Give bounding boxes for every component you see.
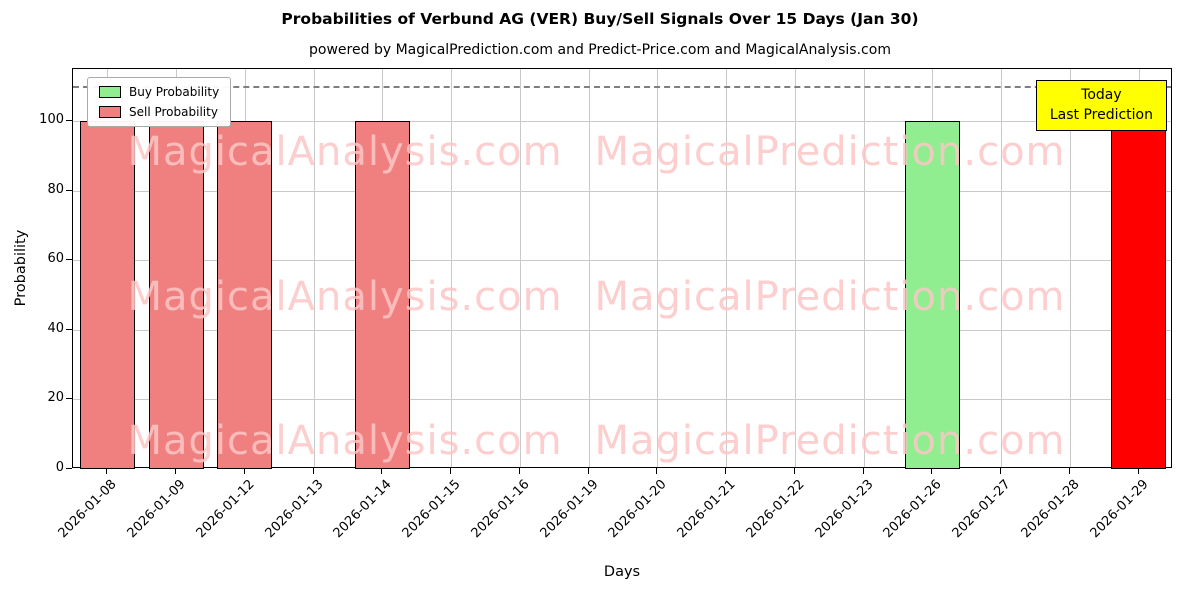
y-tick-label: 20: [47, 390, 64, 406]
bar-sell-probability: [79, 121, 135, 469]
y-axis-label: Probability: [13, 229, 29, 307]
annotation-line-last-prediction: Last Prediction: [1049, 107, 1153, 124]
chart-subtitle: powered by MagicalPrediction.com and Pre…: [309, 42, 891, 58]
watermark-text: MagicalAnalysis.com: [127, 274, 563, 320]
watermark-text: MagicalPrediction.com: [594, 129, 1066, 175]
x-tick-mark: [518, 468, 520, 474]
x-tick-label: 2026-01-09: [124, 477, 189, 542]
h-gridline: [73, 260, 1171, 262]
x-tick-label: 2026-01-16: [468, 477, 533, 542]
legend-label: Sell Probability: [129, 105, 218, 119]
legend-item: Buy Probability: [99, 85, 219, 99]
v-gridline: [588, 69, 590, 467]
x-tick-label: 2026-01-26: [880, 477, 945, 542]
x-tick-label: 2026-01-12: [193, 477, 258, 542]
v-gridline: [1069, 69, 1071, 467]
h-gridline: [73, 399, 1171, 401]
y-tick-mark: [66, 328, 72, 330]
v-gridline: [794, 69, 796, 467]
x-tick-label: 2026-01-27: [949, 477, 1014, 542]
h-gridline: [73, 190, 1171, 192]
x-tick-label: 2026-01-13: [262, 477, 327, 542]
x-axis-label: Days: [603, 564, 641, 580]
x-tick-mark: [450, 468, 452, 474]
bar-today-last-prediction: [1111, 121, 1167, 469]
threshold-line: [73, 86, 1171, 89]
today-annotation: Today Last Prediction: [1035, 80, 1167, 131]
x-tick-mark: [243, 468, 245, 474]
x-tick-label: 2026-01-14: [330, 477, 395, 542]
watermark-text: MagicalPrediction.com: [594, 274, 1066, 320]
x-tick-mark: [656, 468, 658, 474]
legend: Buy Probability Sell Probability: [87, 77, 232, 127]
bar-sell-probability: [217, 121, 273, 469]
y-tick-label: 80: [47, 181, 64, 197]
x-tick-label: 2026-01-22: [743, 477, 808, 542]
x-tick-label: 2026-01-15: [399, 477, 464, 542]
x-tick-mark: [381, 468, 383, 474]
v-gridline: [1001, 69, 1003, 467]
y-tick-label: 100: [39, 112, 64, 128]
watermark-text: MagicalAnalysis.com: [127, 418, 563, 464]
x-tick-mark: [1000, 468, 1002, 474]
x-tick-label: 2026-01-23: [812, 477, 877, 542]
v-gridline: [451, 69, 453, 467]
h-gridline: [73, 121, 1171, 123]
h-gridline: [73, 329, 1171, 331]
bar-sell-probability: [354, 121, 410, 469]
x-tick-mark: [312, 468, 314, 474]
x-tick-label: 2026-01-29: [1087, 477, 1152, 542]
y-tick-mark: [66, 189, 72, 191]
y-tick-mark: [66, 398, 72, 400]
y-tick-label: 40: [47, 320, 64, 336]
x-tick-mark: [1068, 468, 1070, 474]
y-tick-mark: [66, 259, 72, 261]
v-gridline: [519, 69, 521, 467]
x-tick-label: 2026-01-19: [537, 477, 602, 542]
v-gridline: [313, 69, 315, 467]
x-tick-label: 2026-01-28: [1018, 477, 1083, 542]
x-tick-label: 2026-01-21: [674, 477, 739, 542]
y-tick-label: 0: [55, 460, 64, 475]
v-gridline: [657, 69, 659, 467]
x-tick-mark: [106, 468, 108, 474]
x-tick-mark: [793, 468, 795, 474]
x-tick-mark: [175, 468, 177, 474]
x-tick-mark: [931, 468, 933, 474]
legend-item: Sell Probability: [99, 105, 219, 119]
y-tick-mark: [66, 468, 72, 469]
v-gridline: [863, 69, 865, 467]
annotation-line-today: Today: [1081, 87, 1122, 103]
x-tick-mark: [862, 468, 864, 474]
x-tick-mark: [1137, 468, 1139, 474]
x-tick-label: 2026-01-20: [605, 477, 670, 542]
x-tick-mark: [587, 468, 589, 474]
bar-buy-probability: [904, 121, 960, 469]
chart-title: Probabilities of Verbund AG (VER) Buy/Se…: [281, 10, 919, 28]
watermark-text: MagicalPrediction.com: [594, 418, 1066, 464]
legend-swatch-sell-probability: [99, 106, 121, 118]
plot-area: Buy Probability Sell Probability Today La…: [72, 68, 1172, 469]
y-tick-label: 60: [47, 251, 64, 267]
bar-sell-probability: [148, 121, 204, 469]
legend-swatch-buy-probability: [99, 86, 121, 98]
v-gridline: [726, 69, 728, 467]
watermark-text: MagicalAnalysis.com: [127, 129, 563, 175]
y-tick-mark: [66, 120, 72, 122]
legend-label: Buy Probability: [129, 85, 220, 99]
x-tick-mark: [725, 468, 727, 474]
x-tick-label: 2026-01-08: [55, 477, 120, 542]
